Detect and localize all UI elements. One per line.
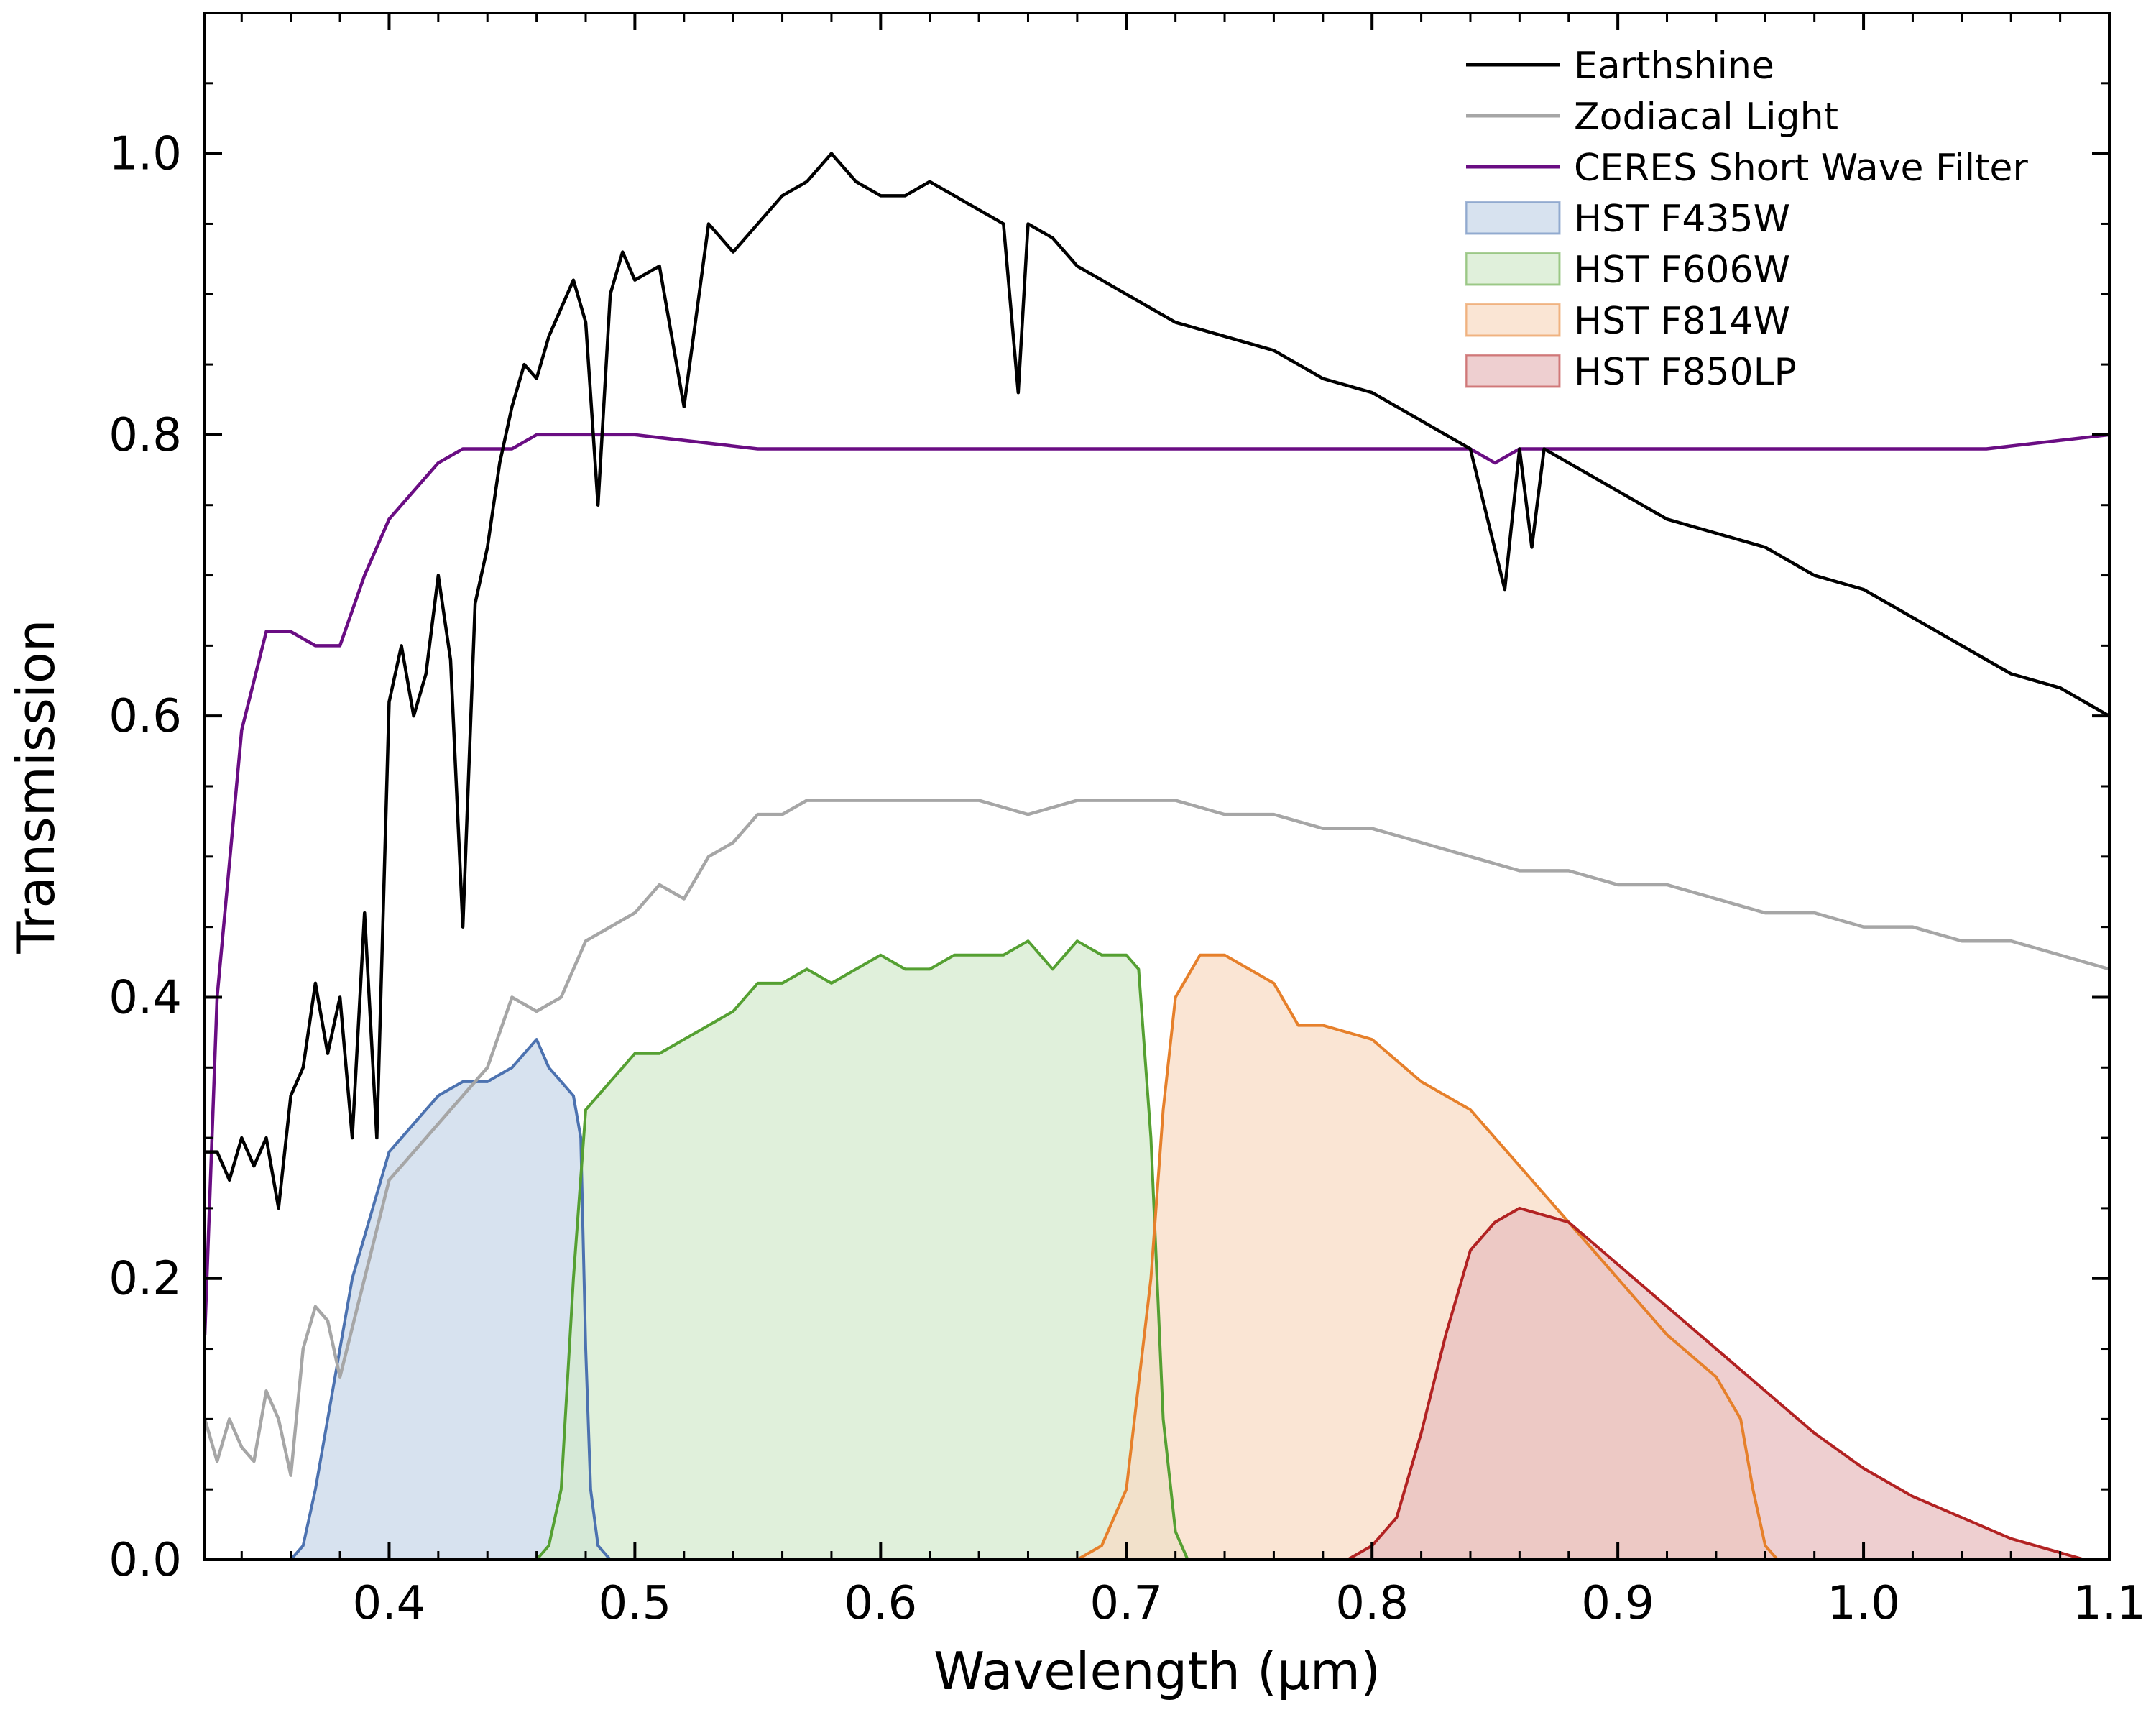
filter-areas-layer <box>290 939 2109 1560</box>
legend-swatch <box>1465 354 1561 388</box>
x-tick-label: 0.8 <box>1335 1577 1409 1630</box>
legend-label: Earthshine <box>1574 45 1774 88</box>
legend: Earthshine Zodiacal Light CERES Short Wave… <box>1465 45 2028 394</box>
legend-item-ceres-short-wave-filter: CERES Short Wave Filter <box>1466 147 2028 190</box>
y-tick-label: 0.0 <box>109 1534 182 1587</box>
x-tick-label: 0.4 <box>353 1577 426 1630</box>
legend-label: HST F606W <box>1574 249 1790 292</box>
tick-labels-layer: 0.4 0.5 0.6 0.7 0.8 0.9 1.0 1.1 0.0 0.2 0.4 0.6 0.8 1… <box>109 128 2146 1630</box>
legend-item-hst-f814w: HST F814W <box>1465 300 1790 343</box>
y-axis-label: Transmission <box>6 619 66 954</box>
x-tick-label: 0.6 <box>844 1577 917 1630</box>
area-outline-hst-f606w <box>535 939 1189 1560</box>
legend-item-hst-f606w: HST F606W <box>1465 249 1790 292</box>
y-tick-label: 1.0 <box>109 128 182 181</box>
x-tick-label: 0.7 <box>1089 1577 1163 1630</box>
legend-item-earthshine: Earthshine <box>1466 45 1774 88</box>
legend-label: HST F850LP <box>1574 351 1797 394</box>
legend-swatch <box>1465 252 1561 286</box>
area-outline-hst-f814w <box>1076 953 1790 1560</box>
x-axis-label: Wavelength (μm) <box>934 1641 1381 1701</box>
y-tick-label: 0.4 <box>109 971 182 1024</box>
x-tick-label: 1.1 <box>2073 1577 2146 1630</box>
legend-item-hst-f435w: HST F435W <box>1465 198 1790 241</box>
series-line-zodiacal-light <box>205 799 2109 1477</box>
x-tick-label: 0.9 <box>1581 1577 1654 1630</box>
x-tick-label: 1.0 <box>1827 1577 1900 1630</box>
area-fill-hst-f606w <box>536 941 1188 1560</box>
y-tick-label: 0.6 <box>109 690 182 743</box>
legend-swatch <box>1465 303 1561 337</box>
legend-label: HST F814W <box>1574 300 1790 343</box>
area-outline-hst-f850lp <box>1347 1206 2109 1560</box>
legend-label: HST F435W <box>1574 198 1790 241</box>
legend-item-zodiacal-light: Zodiacal Light <box>1466 96 1838 139</box>
axis-ticks-layer <box>205 13 2111 1561</box>
area-fill-hst-f435w <box>290 1039 611 1560</box>
legend-item-hst-f850lp: HST F850LP <box>1465 351 1797 394</box>
series-line-earthshine <box>205 152 2109 1210</box>
area-outline-hst-f435w <box>290 1038 612 1560</box>
x-tick-label: 0.5 <box>598 1577 671 1630</box>
spectra-lines-layer <box>205 152 2109 1477</box>
legend-label: CERES Short Wave Filter <box>1574 147 2028 190</box>
legend-label: Zodiacal Light <box>1574 96 1838 139</box>
y-tick-label: 0.2 <box>109 1253 182 1306</box>
area-fill-hst-f850lp <box>1348 1208 2109 1560</box>
y-tick-label: 0.8 <box>109 409 182 462</box>
legend-swatch <box>1465 201 1561 235</box>
